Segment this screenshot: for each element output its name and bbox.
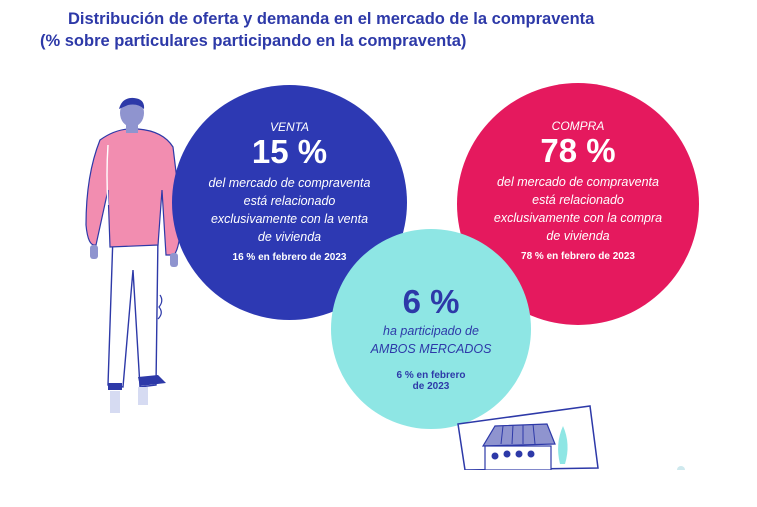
- ambos-note-2: de 2023: [412, 381, 450, 392]
- compra-value: 78 %: [540, 132, 616, 169]
- ambos-desc-2: AMBOS MERCADOS: [370, 342, 492, 356]
- ambos-value: 6 %: [402, 283, 460, 320]
- compra-note: 78 % en febrero de 2023: [521, 251, 635, 262]
- compra-desc-1: del mercado de compraventa: [497, 175, 659, 189]
- venta-value: 15 %: [251, 133, 328, 170]
- compra-desc-3: exclusivamente con la compra: [493, 211, 663, 225]
- venta-desc-4: de vivienda: [257, 230, 322, 244]
- title-line-2: (% sobre particulares participando en la…: [40, 32, 467, 50]
- page-title: Distribución de oferta y demanda en el m…: [40, 8, 680, 52]
- venta-desc-1: del mercado de compraventa: [208, 176, 371, 190]
- ambos-note-1: 6 % en febrero: [396, 370, 466, 381]
- venta-note: 16 % en febrero de 2023: [232, 252, 347, 263]
- title-line-1: Distribución de oferta y demanda en el m…: [68, 10, 595, 28]
- person-illustration: [85, 97, 181, 413]
- venta-label: VENTA: [269, 120, 310, 134]
- ambos-circle: 6 % ha participado de AMBOS MERCADOS 6 %…: [331, 229, 531, 429]
- compra-desc-4: de vivienda: [546, 229, 610, 243]
- compra-label: COMPRA: [551, 119, 605, 133]
- ambos-desc-1: ha participado de: [383, 324, 479, 338]
- decorative-dot: [677, 466, 685, 470]
- venta-desc-2: está relacionado: [243, 194, 336, 208]
- house-sign-illustration: [457, 405, 599, 470]
- venta-desc-3: exclusivamente con la venta: [210, 212, 369, 226]
- compra-desc-2: está relacionado: [532, 193, 624, 207]
